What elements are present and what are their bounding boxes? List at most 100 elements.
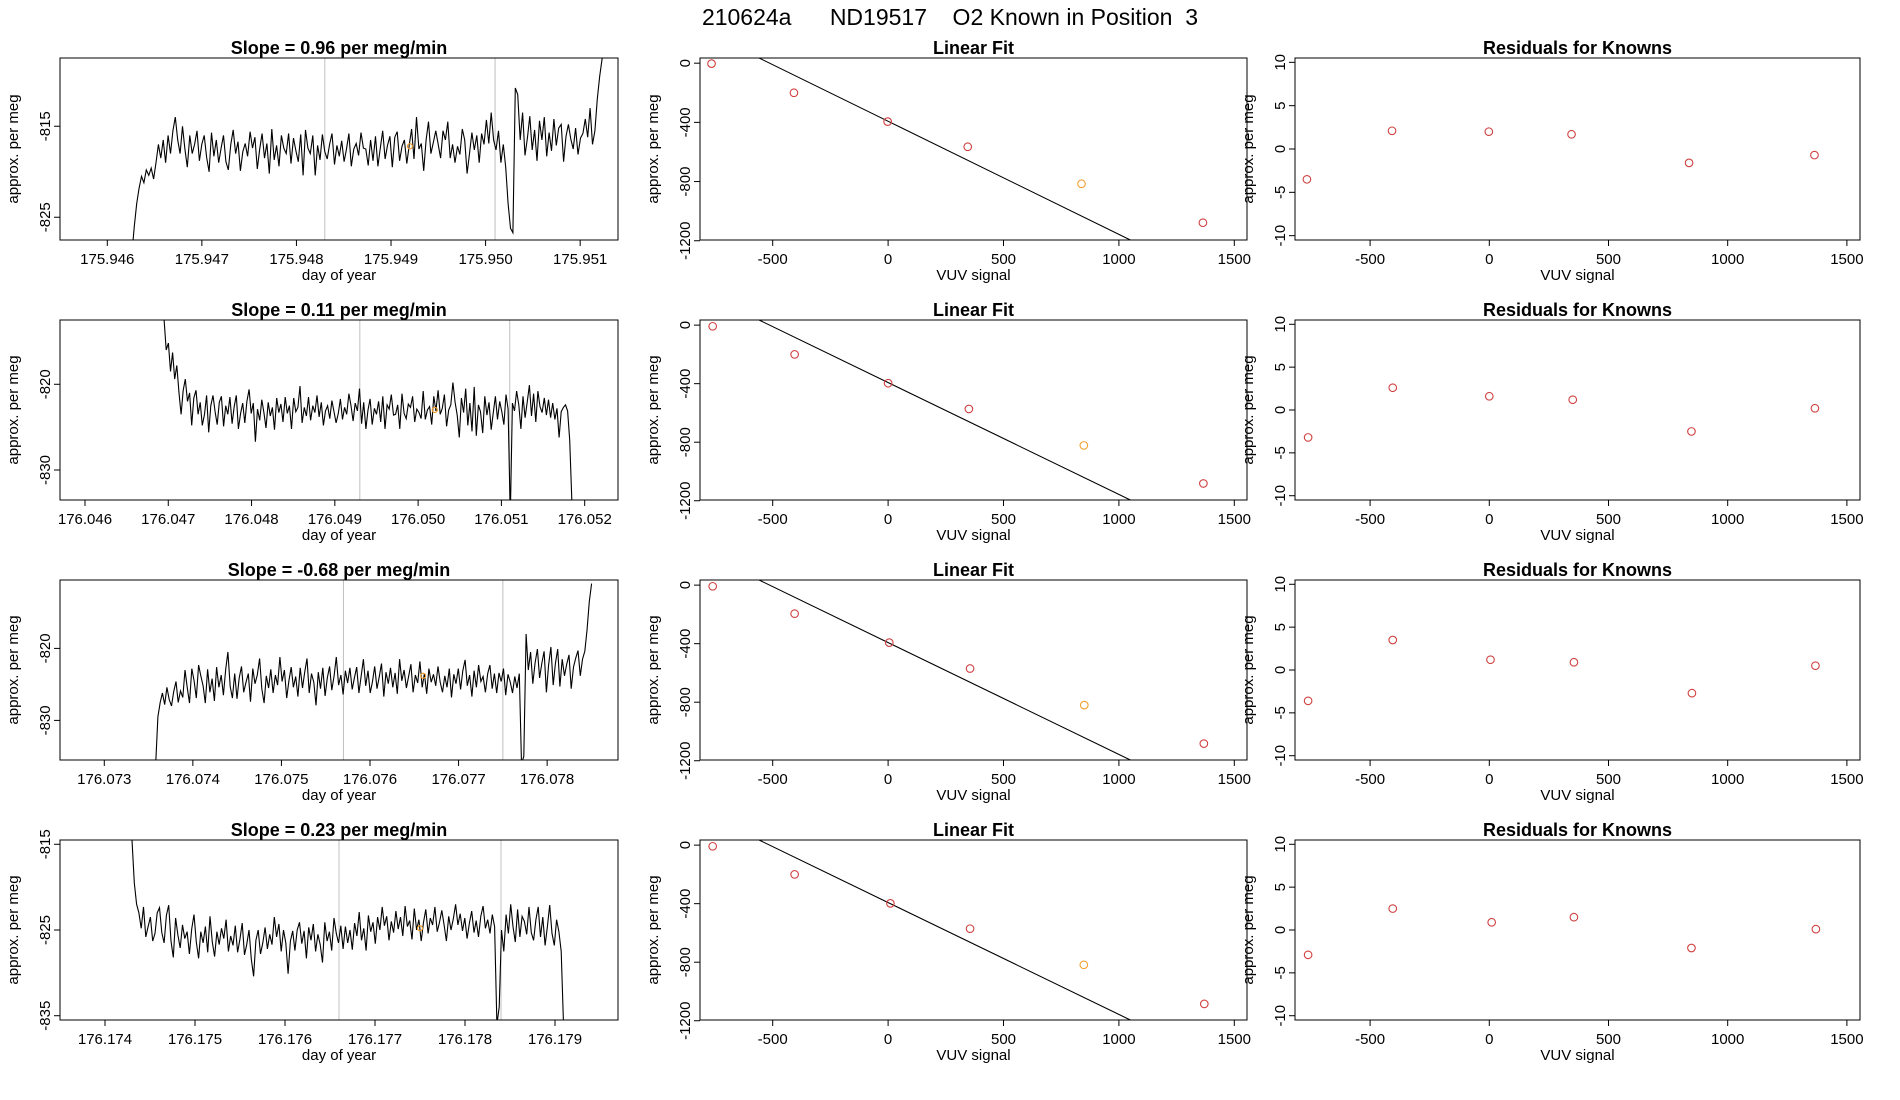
x-tick-label: 1500 <box>1218 511 1251 528</box>
y-axis-label: approx. per meg <box>645 615 662 724</box>
data-point <box>964 404 974 414</box>
y-axis-label: approx. per meg <box>1240 875 1257 984</box>
y-axis-label: approx. per meg <box>5 94 22 203</box>
panel-title: Slope = 0.11 per meg/min <box>231 300 447 320</box>
y-tick-label: -5 <box>1272 706 1289 719</box>
panel-title: Linear Fit <box>933 560 1014 580</box>
y-tick-label: 0 <box>677 59 694 67</box>
data-point <box>965 664 975 673</box>
data-point <box>1388 383 1398 393</box>
y-tick-label: 0 <box>677 841 694 849</box>
x-tick-label: 176.073 <box>77 771 131 788</box>
data-point <box>1387 126 1397 136</box>
y-axis-label: approx. per meg <box>1240 355 1257 464</box>
x-tick-label: 0 <box>1485 1031 1493 1048</box>
x-tick-label: 176.179 <box>528 1031 582 1048</box>
data-point <box>1567 129 1576 139</box>
highlight-point <box>420 672 427 679</box>
data-point <box>1199 479 1208 488</box>
data-point <box>1079 441 1089 450</box>
plot-frame <box>699 319 1248 501</box>
panel-fit-row-4: Linear Fit -500 0 500 1000 1500 -1200 -800 -400 0… <box>645 820 1251 1064</box>
data-point <box>1388 635 1398 645</box>
y-tick-label: 0 <box>677 581 694 589</box>
data-point <box>1684 158 1694 168</box>
y-axis-label: approx. per meg <box>5 875 22 984</box>
highlight-point <box>406 143 414 150</box>
x-tick-label: 176.176 <box>258 1031 312 1048</box>
y-tick-label: -400 <box>677 107 694 137</box>
y-tick-label: -800 <box>677 167 694 197</box>
y-tick-label: -5 <box>1272 966 1289 979</box>
data-point <box>790 609 799 619</box>
x-tick-label: -500 <box>1355 251 1385 268</box>
panel-residuals-row-4: Residuals for Knowns -500 0 500 1000 1500 -10 -… <box>1240 820 1864 1064</box>
x-tick-label: 176.074 <box>166 771 220 788</box>
data-point <box>965 924 975 934</box>
panel-residuals-row-2: Residuals for Knowns -500 0 500 1000 1500 -10 -… <box>1240 300 1864 544</box>
data-point <box>707 59 716 68</box>
x-tick-label: -500 <box>758 771 788 788</box>
panel-title: Residuals for Knowns <box>1483 38 1672 58</box>
y-tick-label: -400 <box>677 369 694 399</box>
data-point <box>708 581 718 591</box>
x-tick-label: 500 <box>991 251 1016 268</box>
y-axis-label: approx. per meg <box>645 94 662 203</box>
highlight-point <box>416 925 424 932</box>
data-layer <box>131 840 564 1020</box>
x-tick-label: 176.178 <box>438 1031 492 1048</box>
series-line <box>163 320 573 500</box>
x-tick-label: -500 <box>758 511 788 528</box>
data-point <box>1303 950 1313 960</box>
x-axis-label: VUV signal <box>1540 527 1614 544</box>
panel-title: Linear Fit <box>933 38 1014 58</box>
y-tick-label: -5 <box>1272 186 1289 199</box>
data-point <box>708 841 718 851</box>
x-tick-label: 176.046 <box>58 511 112 528</box>
x-tick-label: 500 <box>991 1031 1016 1048</box>
y-tick-label: -10 <box>1272 1005 1289 1027</box>
x-tick-label: 176.049 <box>308 511 362 528</box>
data-point <box>1199 999 1209 1009</box>
data-layer <box>1302 126 1819 184</box>
data-point <box>1486 655 1495 665</box>
y-tick-label: -815 <box>37 111 54 141</box>
x-tick-label: 176.078 <box>520 771 574 788</box>
x-tick-label: 1000 <box>1711 1031 1744 1048</box>
y-tick-label: -1200 <box>677 1002 694 1040</box>
x-tick-label: 1500 <box>1218 1031 1251 1048</box>
data-point <box>790 350 799 359</box>
x-tick-label: 1000 <box>1711 251 1744 268</box>
x-tick-label: 500 <box>1596 251 1621 268</box>
x-tick-label: -500 <box>758 251 788 268</box>
y-tick-label: -815 <box>37 829 54 859</box>
y-tick-label: 0 <box>1272 666 1289 674</box>
data-point <box>884 638 894 647</box>
fit-line <box>757 840 1132 1020</box>
x-axis-label: day of year <box>302 527 376 544</box>
y-tick-label: -820 <box>37 369 54 399</box>
x-tick-label: 175.951 <box>553 251 607 268</box>
x-tick-label: 1000 <box>1102 771 1135 788</box>
panel-fit-row-2: Linear Fit -500 0 500 1000 1500 -1200 -800 -400 0… <box>645 300 1251 544</box>
x-tick-label: 1500 <box>1830 251 1863 268</box>
x-tick-label: 0 <box>884 1031 892 1048</box>
y-axis-label: approx. per meg <box>5 355 22 464</box>
panel-title: Residuals for Knowns <box>1483 560 1672 580</box>
x-tick-label: -500 <box>1355 1031 1385 1048</box>
data-point <box>886 899 895 908</box>
data-point <box>790 870 799 879</box>
x-tick-label: 175.950 <box>458 251 512 268</box>
panel-title: Slope = 0.23 per meg/min <box>231 820 448 840</box>
x-tick-label: 0 <box>884 511 892 528</box>
data-point <box>1810 403 1820 413</box>
x-tick-label: 1000 <box>1102 1031 1135 1048</box>
series-line <box>131 840 564 1020</box>
fit-line <box>757 580 1132 760</box>
data-layer <box>163 320 573 500</box>
data-point <box>1079 960 1089 970</box>
y-tick-label: -10 <box>1272 745 1289 767</box>
data-layer <box>708 840 1209 1020</box>
data-layer <box>1303 904 1821 960</box>
